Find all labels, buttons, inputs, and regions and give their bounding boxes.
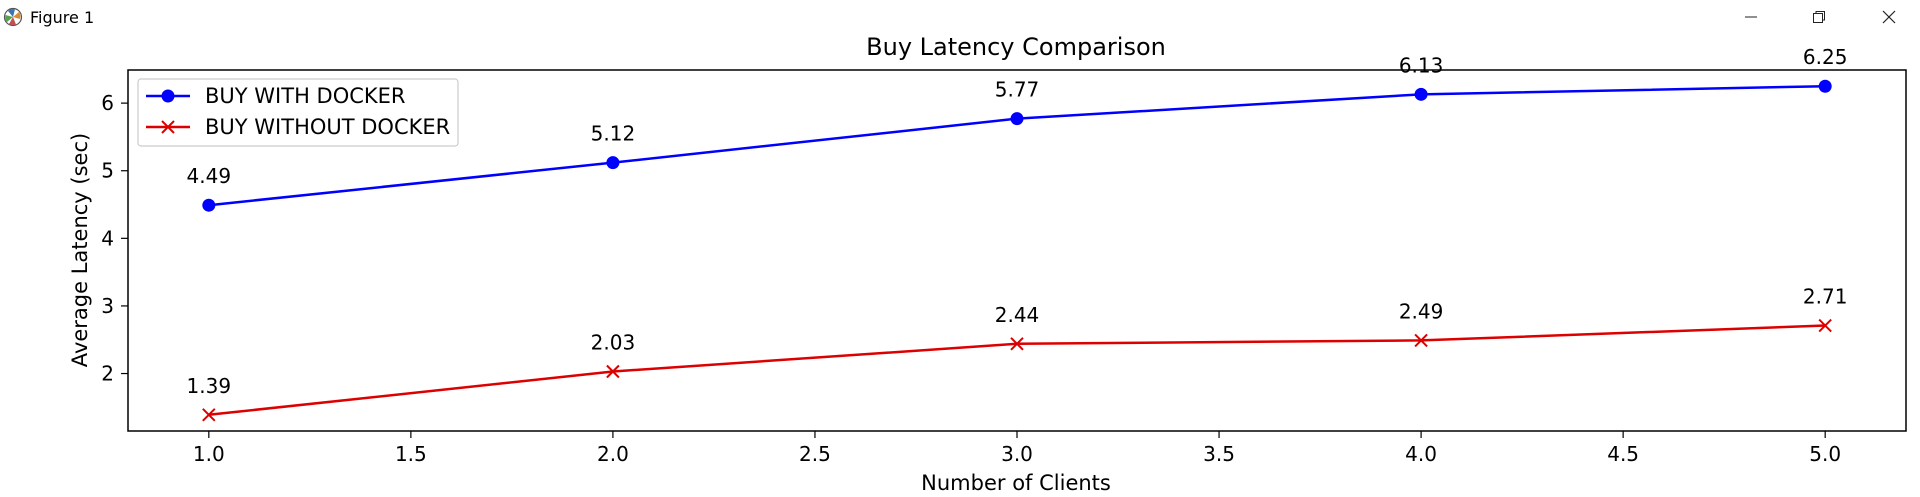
x-tick-label: 4.0 [1405,442,1437,466]
legend-marker-with-docker [161,89,175,103]
chart-title: Buy Latency Comparison [866,33,1166,61]
data-label: 2.49 [1399,299,1444,323]
data-label: 2.71 [1803,285,1848,309]
data-point [1414,87,1428,101]
data-label: 4.49 [187,164,232,188]
y-tick-label: 2 [101,362,114,386]
data-label: 5.12 [591,122,636,146]
close-button[interactable] [1866,0,1912,34]
legend-marker-without-docker [161,120,175,134]
series-with-docker: 4.49 5.12 5.77 6.13 6.25 [187,45,1848,212]
data-point [202,198,216,212]
data-point [1414,333,1428,348]
x-tick-label: 2.0 [597,442,629,466]
y-tick-label: 6 [101,91,114,115]
y-tick-label: 5 [101,159,114,183]
data-label: 2.03 [591,331,636,355]
y-tick-label: 3 [101,294,114,318]
x-tick-label: 4.5 [1607,442,1639,466]
data-point [606,364,620,379]
data-label: 6.25 [1803,45,1848,69]
x-tick-label: 1.5 [395,442,427,466]
minimize-icon [1745,16,1757,18]
series-line [208,324,1826,417]
x-tick-label: 5.0 [1809,442,1841,466]
data-point [1010,112,1024,126]
x-tick-label: 1.0 [193,442,225,466]
data-label: 2.44 [995,303,1040,327]
data-point [1818,318,1832,333]
x-tick-label: 2.5 [799,442,831,466]
close-icon [1882,10,1896,24]
data-point [1818,79,1832,93]
restore-icon [1813,11,1825,23]
x-axis-label: Number of Clients [921,471,1111,495]
window-title: Figure 1 [30,8,95,27]
data-point [606,156,620,170]
window-titlebar: Figure 1 [0,0,1920,34]
matplotlib-icon[interactable] [3,7,23,27]
y-tick-label: 4 [101,226,114,250]
x-tick-label: 3.5 [1203,442,1235,466]
data-label: 6.13 [1399,53,1444,77]
data-label: 1.39 [187,374,232,398]
x-axis: 1.0 1.5 2.0 2.5 3.0 3.5 4.0 4.5 5.0 [193,431,1841,466]
data-label: 5.77 [995,78,1040,102]
series-layer: 4.49 5.12 5.77 6.13 6.25 1.39 2.03 2.44 2.49 2.71 [187,45,1848,422]
minimize-button[interactable] [1728,0,1774,34]
x-tick-label: 3.0 [1001,442,1033,466]
y-axis: 2 3 4 5 6 [101,91,128,386]
legend: BUY WITH DOCKER BUY WITHOUT DOCKER [137,78,459,147]
data-point [1010,337,1024,351]
legend-box [137,78,459,147]
series-without-docker: 1.39 2.03 2.44 2.49 2.71 [187,285,1848,422]
legend-label-with-docker: BUY WITH DOCKER [205,84,406,108]
restore-button[interactable] [1796,0,1842,34]
legend-label-without-docker: BUY WITHOUT DOCKER [205,115,450,139]
y-axis-label: Average Latency (sec) [68,133,92,367]
data-point [202,408,216,422]
